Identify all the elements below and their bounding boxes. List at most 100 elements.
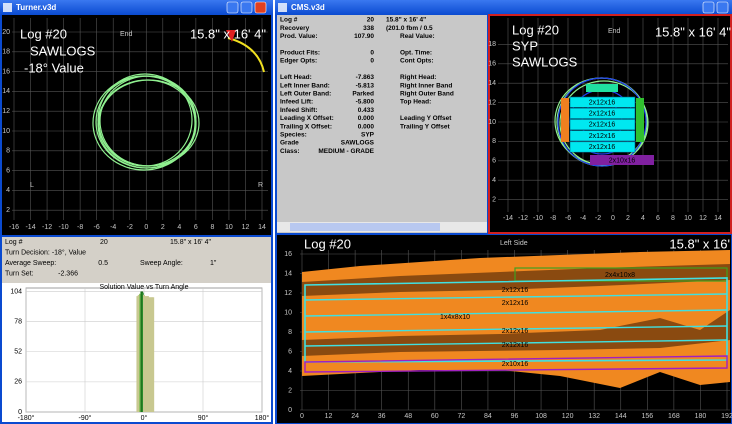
info-text: Turn Decision: -18°, Value <box>5 248 86 256</box>
info-label: Left Inner Band: <box>280 82 330 89</box>
board-label: 2x12x16 <box>502 342 529 349</box>
board-label: 2x12x16 <box>502 300 529 307</box>
info-text: Log # <box>5 239 23 246</box>
board <box>569 107 636 119</box>
size-label: 15.8" x 16' 4" <box>655 24 731 39</box>
y-tick-label: 16 <box>284 251 292 258</box>
x-tick-label: -4 <box>580 215 586 222</box>
info-value: -7.863 <box>356 74 375 81</box>
info-label: Infeed Shift: <box>280 107 318 114</box>
x-tick-label: 14 <box>258 224 266 231</box>
y-tick-label: 0 <box>18 409 22 416</box>
y-tick-label: 4 <box>6 187 10 194</box>
board-label: 2x10x16 <box>502 361 529 368</box>
info-label: Infeed Lift: <box>280 99 313 106</box>
bar <box>137 294 140 412</box>
board-label: 2x12x16 <box>502 328 529 335</box>
x-tick-label: -2 <box>595 215 601 222</box>
maximize-button[interactable] <box>240 1 253 14</box>
x-tick-label: -16 <box>9 224 19 231</box>
info-value: 20 <box>367 17 375 24</box>
minimize-button[interactable] <box>226 1 239 14</box>
board-label: 2x12x16 <box>589 133 616 140</box>
y-tick-label: 104 <box>10 288 22 295</box>
x-tick-label: -6 <box>94 224 100 231</box>
board <box>569 141 636 153</box>
top-board <box>586 84 618 92</box>
x-tick-label: 192 <box>721 413 732 420</box>
info-label: (201.0 fbm / 0.5 <box>386 25 433 32</box>
y-tick-label: 10 <box>488 119 496 126</box>
face-label: End <box>608 28 621 35</box>
y-tick-label: 2 <box>6 207 10 214</box>
x-tick-label: 2 <box>626 215 630 222</box>
x-tick-label: -10 <box>59 224 69 231</box>
info-value: -5.800 <box>356 99 375 106</box>
info-label: Recovery <box>280 25 310 32</box>
board-label: 2x12x16 <box>502 287 529 294</box>
log-label: Log #20 <box>512 22 559 37</box>
bar <box>150 297 153 412</box>
info-label: 15.8" x 16' 4" <box>386 17 426 24</box>
x-tick-label: 4 <box>641 215 645 222</box>
x-tick-label: -10 <box>533 215 543 222</box>
info-label: Edger Opts: <box>280 58 317 65</box>
x-tick-label: 96 <box>511 413 519 420</box>
y-tick-label: 4 <box>288 368 292 375</box>
board-label: 2x4x10x8 <box>605 272 635 279</box>
x-tick-label: 10 <box>684 215 692 222</box>
board-outline <box>514 267 728 282</box>
ring <box>557 77 647 167</box>
x-tick-label: -14 <box>503 215 513 222</box>
info-value: 0 <box>370 58 374 65</box>
info-label: Right Outer Band <box>400 91 454 98</box>
x-tick-label: 12 <box>242 224 250 231</box>
bar <box>136 296 139 412</box>
info-value: SYP <box>361 132 375 139</box>
y-tick-label: 8 <box>6 148 10 155</box>
info-label: Opt. Time: <box>400 50 432 57</box>
x-tick-label: 180 <box>695 413 707 420</box>
board-line <box>304 293 728 301</box>
y-tick-label: 16 <box>488 61 496 68</box>
x-tick-label: -8 <box>77 224 83 231</box>
x-tick-label: 2 <box>161 224 165 231</box>
info-label: Left Head: <box>280 74 312 81</box>
info-label: Leading X Offset: <box>280 115 334 122</box>
log-label: Log #20 <box>304 236 351 251</box>
x-tick-label: 144 <box>615 413 627 420</box>
face-label: End <box>120 31 133 38</box>
board-line <box>304 309 728 317</box>
info-value: 338 <box>363 25 374 32</box>
x-tick-label: 0° <box>141 414 148 422</box>
maximize-button[interactable] <box>716 1 729 14</box>
x-tick-label: -12 <box>518 215 528 222</box>
close-button[interactable] <box>254 1 267 14</box>
grade-label: SAWLOGS <box>30 43 96 58</box>
x-tick-label: 8 <box>671 215 675 222</box>
y-tick-label: 20 <box>2 29 10 36</box>
y-tick-label: 14 <box>488 80 496 87</box>
left-label: L <box>30 182 34 189</box>
info-label: Species: <box>280 132 307 139</box>
x-tick-label: 90° <box>198 414 209 422</box>
board-label: 2x12x16 <box>589 99 616 106</box>
y-tick-label: 18 <box>488 41 496 48</box>
info-text: 15.8" x 16' 4" <box>170 239 211 246</box>
x-tick-label: -6 <box>565 215 571 222</box>
y-tick-label: 26 <box>14 379 22 386</box>
minimize-button[interactable] <box>702 1 715 14</box>
bar <box>143 294 145 412</box>
x-tick-label: 6 <box>194 224 198 231</box>
x-tick-label: 0 <box>300 413 304 420</box>
log-label: Log #20 <box>20 26 67 41</box>
bar <box>141 292 144 412</box>
x-tick-label: -12 <box>42 224 52 231</box>
bar <box>144 296 147 412</box>
y-tick-label: 6 <box>492 158 496 165</box>
y-tick-label: 18 <box>2 49 10 56</box>
x-tick-label: 0 <box>144 224 148 231</box>
species-label: SYP <box>512 38 538 53</box>
info-value: 0.000 <box>358 115 375 122</box>
x-tick-label: -180° <box>18 414 35 422</box>
